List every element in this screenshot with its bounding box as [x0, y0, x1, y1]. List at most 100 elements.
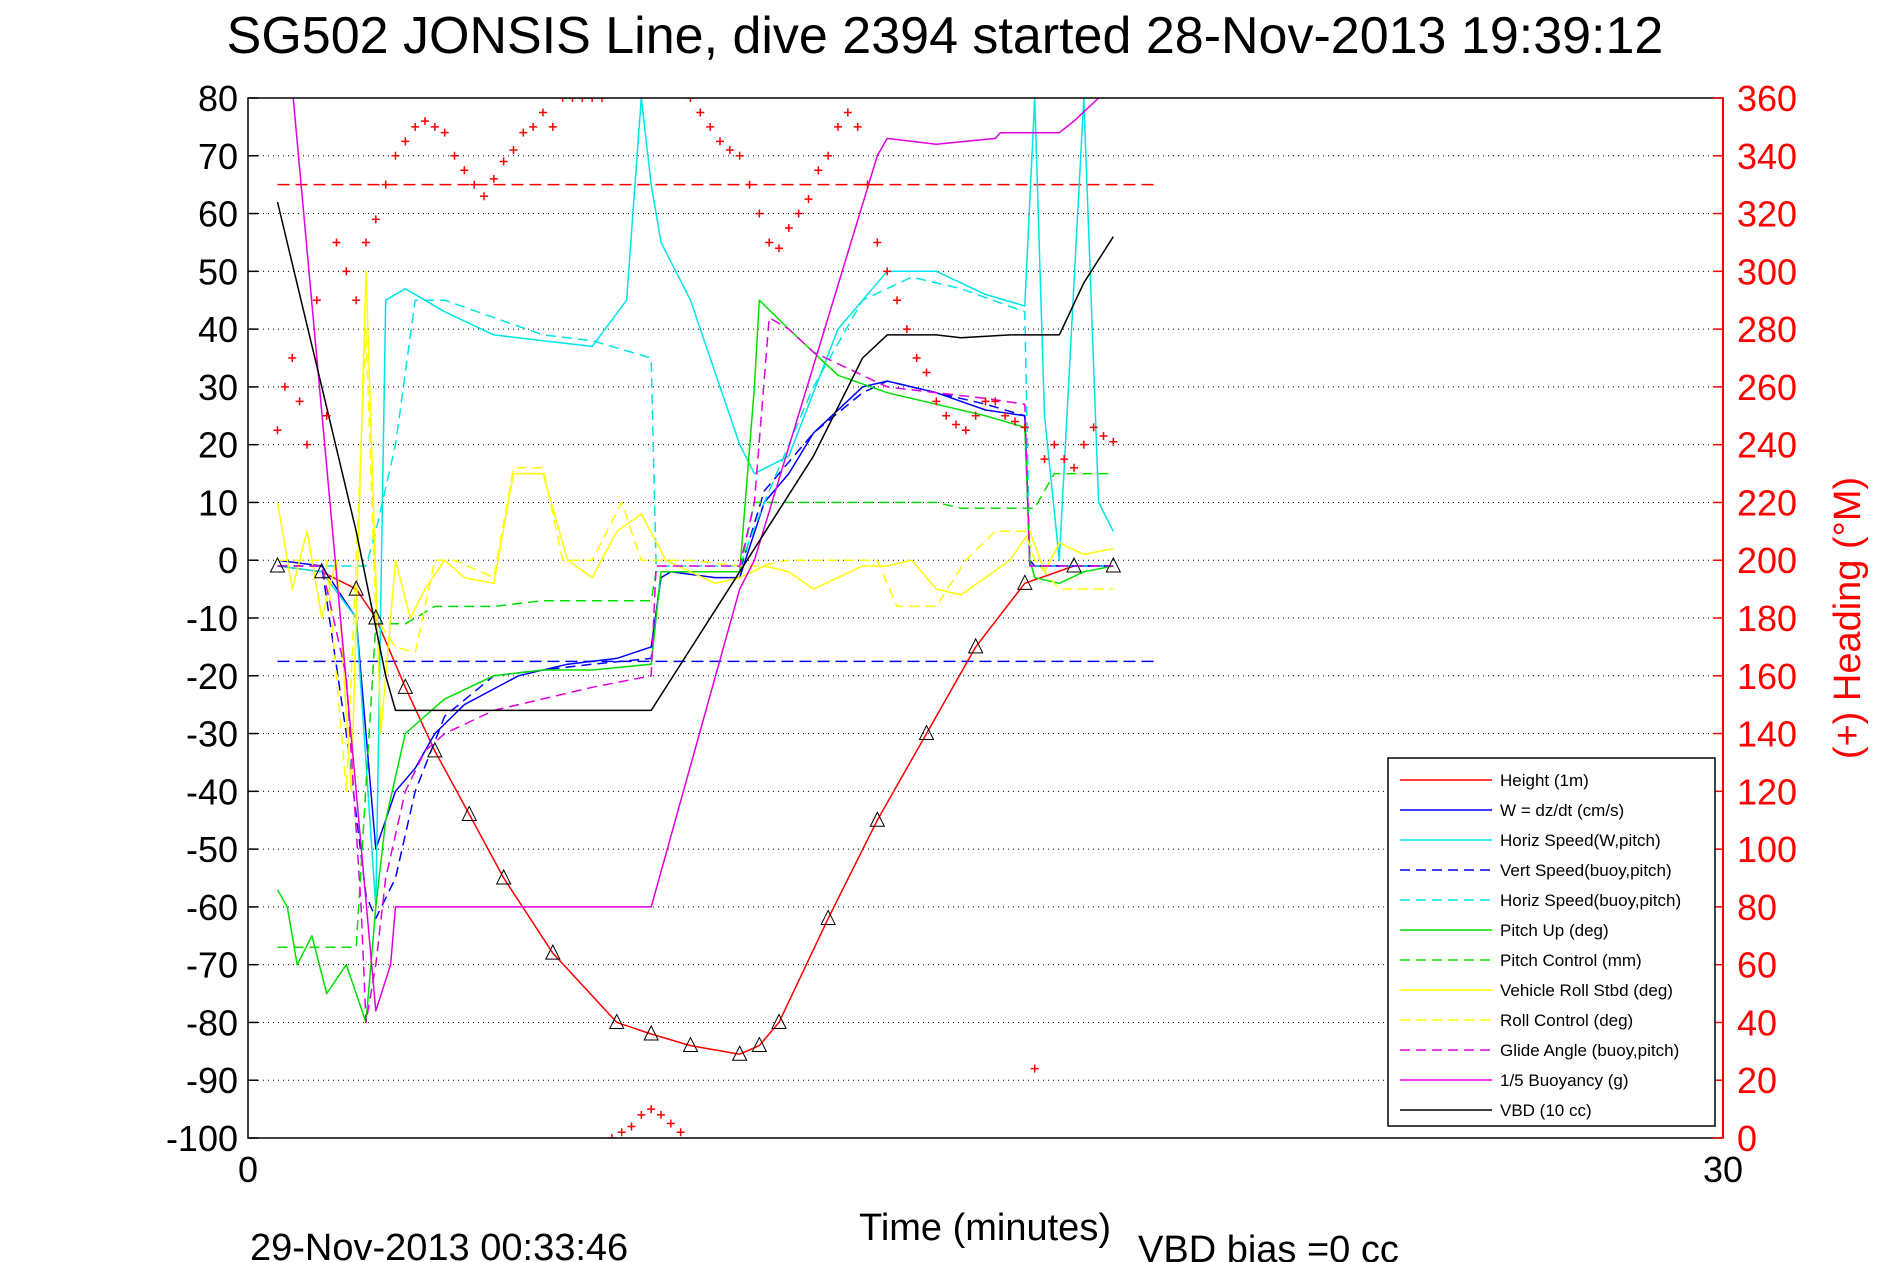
heading-marker: [539, 108, 547, 117]
left-tick-label: -80: [186, 1002, 238, 1043]
left-tick-label: 60: [198, 194, 238, 235]
legend-label: VBD (10 cc): [1500, 1101, 1592, 1120]
right-tick-label: 280: [1737, 309, 1797, 350]
left-tick-label: -60: [186, 887, 238, 928]
right-tick-label: 60: [1737, 945, 1777, 986]
series-line-horiz_speed_model: [277, 276, 1114, 567]
heading-marker: [1001, 411, 1010, 420]
heading-markers: [273, 98, 1118, 1138]
heading-marker: [843, 108, 852, 117]
heading-marker: [1099, 432, 1108, 440]
height-triangle-marker: [461, 805, 478, 821]
heading-marker: [342, 267, 351, 276]
heading-marker: [853, 122, 862, 131]
x-axis: 0 30: [238, 1149, 1743, 1190]
heading-marker: [1050, 440, 1059, 449]
heading-marker: [775, 244, 783, 253]
left-tick-label: 20: [198, 425, 238, 466]
height-triangle-marker: [1066, 556, 1082, 573]
right-axis-label: (+) Heading (°M): [1827, 477, 1869, 759]
heading-marker: [725, 146, 734, 154]
series-line-pitch_control: [277, 472, 1114, 949]
height-triangle-marker: [869, 811, 886, 827]
legend-label: W = dz/dt (cm/s): [1500, 801, 1624, 820]
left-tick-label: -10: [186, 598, 238, 639]
heading-marker: [1060, 455, 1069, 464]
right-tick-label: 200: [1737, 540, 1797, 581]
heading-marker: [558, 98, 567, 102]
left-tick-label: -30: [186, 714, 238, 755]
left-y-axis: 80 70 60 50 40 30 20 10 0 -10 -20 -30 -40 -50 -60 -70 -8…: [166, 78, 258, 1159]
heading-marker: [863, 180, 872, 189]
heading-marker: [548, 122, 557, 131]
reference-lines: [277, 183, 1158, 663]
series-line-pitch: [276, 299, 1114, 1024]
heading-marker: [332, 238, 341, 247]
heading-marker: [470, 180, 479, 189]
heading-marker: [598, 98, 606, 102]
left-tick-label: -100: [166, 1118, 238, 1159]
right-tick-label: 100: [1737, 829, 1797, 870]
series-line-horiz_speed: [277, 98, 1114, 908]
heading-marker: [312, 296, 321, 305]
height-triangle-marker: [427, 741, 443, 758]
heading-marker: [873, 238, 882, 247]
left-tick-label: -40: [186, 771, 238, 812]
heading-marker: [1040, 455, 1049, 464]
heading-marker: [627, 1122, 636, 1131]
heading-marker: [676, 1128, 685, 1137]
heading-marker: [411, 122, 420, 131]
heading-marker: [942, 411, 951, 420]
heading-marker: [735, 151, 744, 160]
right-tick-label: 120: [1737, 771, 1797, 812]
right-tick-label: 360: [1737, 78, 1797, 119]
heading-marker: [588, 98, 597, 102]
series-line-roll_control: [277, 328, 1114, 793]
heading-marker: [637, 1110, 646, 1119]
heading-marker: [295, 397, 304, 406]
heading-marker: [617, 1128, 626, 1137]
height-triangle-marker: [967, 637, 984, 654]
right-tick-label: 0: [1737, 1118, 1757, 1159]
heading-marker: [883, 267, 892, 276]
heading-marker: [480, 192, 488, 201]
heading-marker: [322, 411, 331, 420]
legend-label: Horiz Speed(W,pitch): [1500, 831, 1661, 850]
heading-marker: [303, 440, 311, 449]
right-tick-label: 320: [1737, 194, 1797, 235]
heading-marker: [922, 368, 931, 377]
series-line-roll: [276, 270, 1114, 793]
heading-marker: [1079, 440, 1088, 449]
heading-marker: [421, 117, 429, 126]
right-y-axis: 3603403203002802602402202001801601401201…: [1713, 78, 1797, 1159]
heading-marker: [1070, 463, 1078, 472]
heading-marker: [686, 98, 695, 102]
left-tick-label: 50: [198, 251, 238, 292]
legend-label: 1/5 Buoyancy (g): [1500, 1071, 1629, 1090]
heading-marker: [509, 146, 518, 154]
heading-marker: [529, 122, 538, 131]
chart-title: SG502 JONSIS Line, dive 2394 started 28-…: [227, 7, 1664, 65]
series-lines: [276, 98, 1114, 1055]
left-tick-label: 70: [198, 136, 238, 177]
heading-marker: [401, 137, 410, 146]
legend-box: [1387, 757, 1716, 1127]
height-triangle-marker: [348, 579, 364, 596]
series-line-height: [277, 565, 1114, 1055]
heading-marker: [824, 151, 833, 160]
left-tick-label: -20: [186, 656, 238, 697]
height-triangle-marker: [608, 1013, 625, 1029]
legend-label: Vehicle Roll Stbd (deg): [1500, 981, 1673, 1000]
right-tick-label: 340: [1737, 136, 1797, 177]
heading-marker: [657, 1110, 665, 1119]
heading-marker: [647, 1105, 656, 1114]
heading-marker: [519, 128, 528, 137]
left-tick-label: -70: [186, 945, 238, 986]
heading-marker: [450, 151, 459, 160]
height-triangle-marker: [313, 562, 330, 579]
left-tick-label: 30: [198, 367, 238, 408]
right-tick-label: 220: [1737, 482, 1797, 523]
heading-marker: [952, 420, 960, 429]
height-triangle-markers: [269, 556, 1122, 1061]
